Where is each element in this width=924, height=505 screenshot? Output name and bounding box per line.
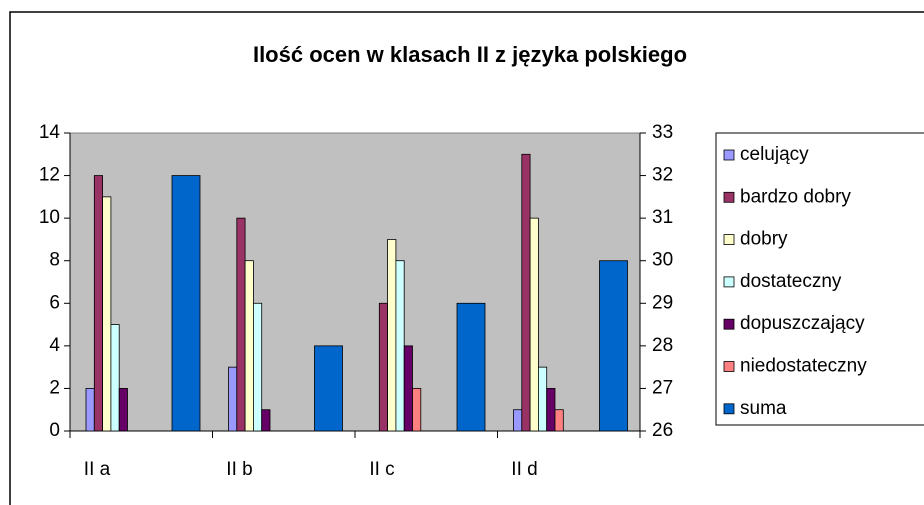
bar [314, 345, 343, 432]
legend-swatch [723, 276, 735, 288]
bar [228, 366, 238, 432]
legend [715, 132, 924, 426]
bar [529, 217, 539, 432]
legend-swatch [723, 318, 735, 330]
legend-swatch [723, 191, 735, 203]
y-tick-label: 4 [49, 335, 60, 356]
y2-tick-label: 33 [652, 122, 673, 143]
bar [546, 388, 556, 432]
bar [85, 388, 95, 432]
bar [412, 388, 422, 432]
y2-tick-label: 28 [652, 335, 673, 356]
y2-tick-label: 26 [652, 420, 673, 441]
bar [110, 324, 120, 432]
y-tick-label: 8 [49, 250, 60, 271]
legend-label: dopuszczający [740, 313, 865, 334]
bar [252, 302, 263, 432]
y2-tick-label: 27 [652, 377, 673, 398]
legend-label: niedostateczny [740, 356, 867, 377]
x-tick-label: II d [511, 459, 537, 480]
y2-tick-label: 32 [652, 165, 673, 186]
y2-tick-label: 31 [652, 207, 673, 228]
legend-swatch [723, 361, 735, 372]
y-tick-label: 6 [49, 292, 60, 313]
bar [171, 175, 201, 432]
bar [236, 217, 246, 432]
legend-swatch [723, 149, 735, 161]
y2-tick-label: 30 [652, 250, 673, 271]
bar [456, 302, 486, 432]
bar [599, 260, 628, 432]
x-tick-label: II a [84, 459, 111, 480]
bar [118, 388, 128, 432]
bar [93, 175, 104, 432]
x-tick-label: II b [226, 459, 252, 480]
legend-label: dobry [740, 229, 788, 250]
x-tick-label: II c [369, 459, 394, 480]
legend-label: suma [740, 398, 787, 419]
legend-swatch [723, 403, 735, 415]
y-tick-label: 14 [39, 122, 61, 143]
bar [513, 409, 523, 432]
y-tick-label: 2 [49, 377, 60, 398]
bar [554, 409, 564, 432]
y-tick-label: 12 [39, 165, 60, 186]
legend-label: celujący [740, 144, 809, 165]
bar [102, 196, 112, 432]
y-tick-label: 0 [49, 420, 60, 441]
bar [378, 302, 388, 432]
bar [387, 239, 397, 432]
bar [261, 409, 271, 432]
plot-area [69, 132, 641, 432]
bar [538, 366, 548, 432]
legend-swatch [723, 234, 735, 246]
bar [395, 260, 405, 432]
y-tick-label: 10 [39, 207, 60, 228]
bar [521, 153, 531, 432]
chart-title: Ilość ocen w klasach II z języka polskie… [253, 42, 687, 67]
legend-label: dostateczny [740, 271, 842, 292]
legend-label: bardzo dobry [740, 186, 851, 207]
bar [244, 260, 254, 432]
bar [403, 345, 413, 432]
y2-tick-label: 29 [652, 292, 673, 313]
